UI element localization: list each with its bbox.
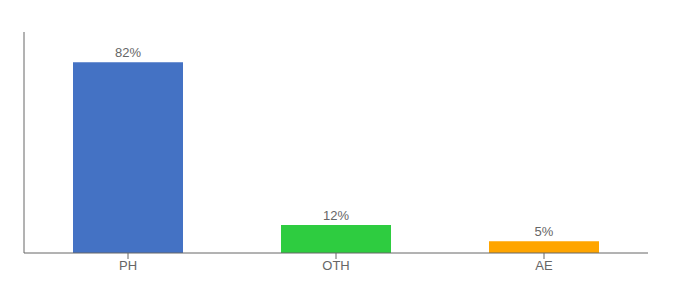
svg-text:5%: 5% (535, 224, 554, 239)
svg-text:OTH: OTH (322, 258, 349, 273)
svg-text:12%: 12% (323, 208, 349, 223)
svg-text:82%: 82% (115, 45, 141, 60)
svg-text:PH: PH (119, 258, 137, 273)
svg-text:AE: AE (535, 258, 553, 273)
